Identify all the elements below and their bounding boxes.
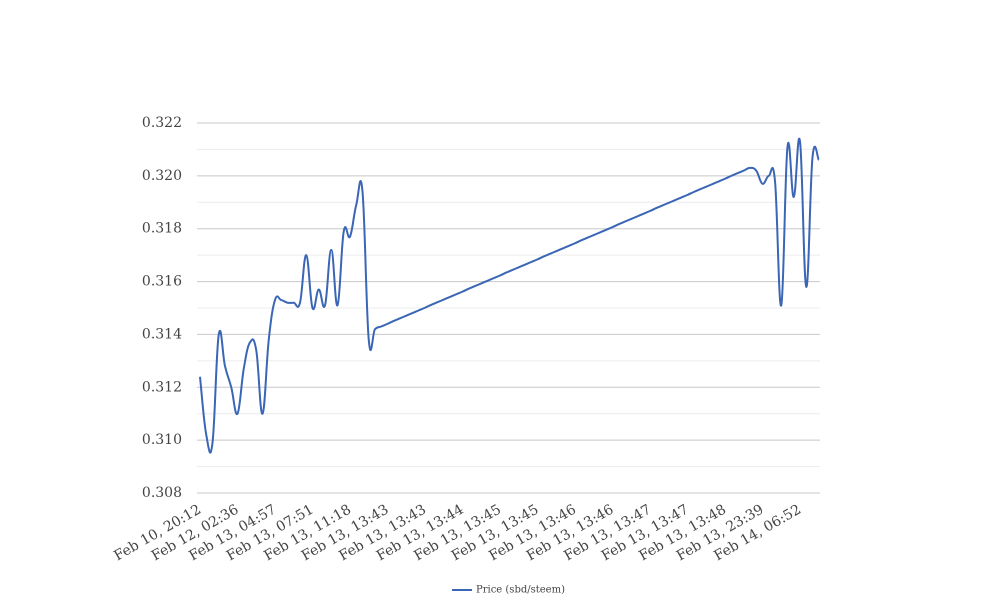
y-tick-label: 0.310: [142, 432, 182, 448]
y-tick-label: 0.312: [142, 379, 182, 395]
grid: [197, 122, 820, 494]
y-tick-label: 0.308: [142, 485, 182, 501]
axes: 0.308 0.310 0.312 0.314 0.316 0.318 0.320 0.322…: [111, 115, 804, 564]
y-tick-label: 0.318: [142, 221, 182, 237]
legend: Price (sbd/steem): [452, 585, 565, 596]
legend-label: Price (sbd/steem): [476, 585, 565, 596]
line-series: [199, 137, 820, 454]
y-tick-label: 0.320: [142, 168, 182, 184]
plot: [199, 137, 820, 454]
y-tick-label: 0.316: [142, 274, 182, 290]
y-tick-label: 0.322: [142, 115, 182, 131]
y-tick-label: 0.314: [142, 326, 182, 342]
